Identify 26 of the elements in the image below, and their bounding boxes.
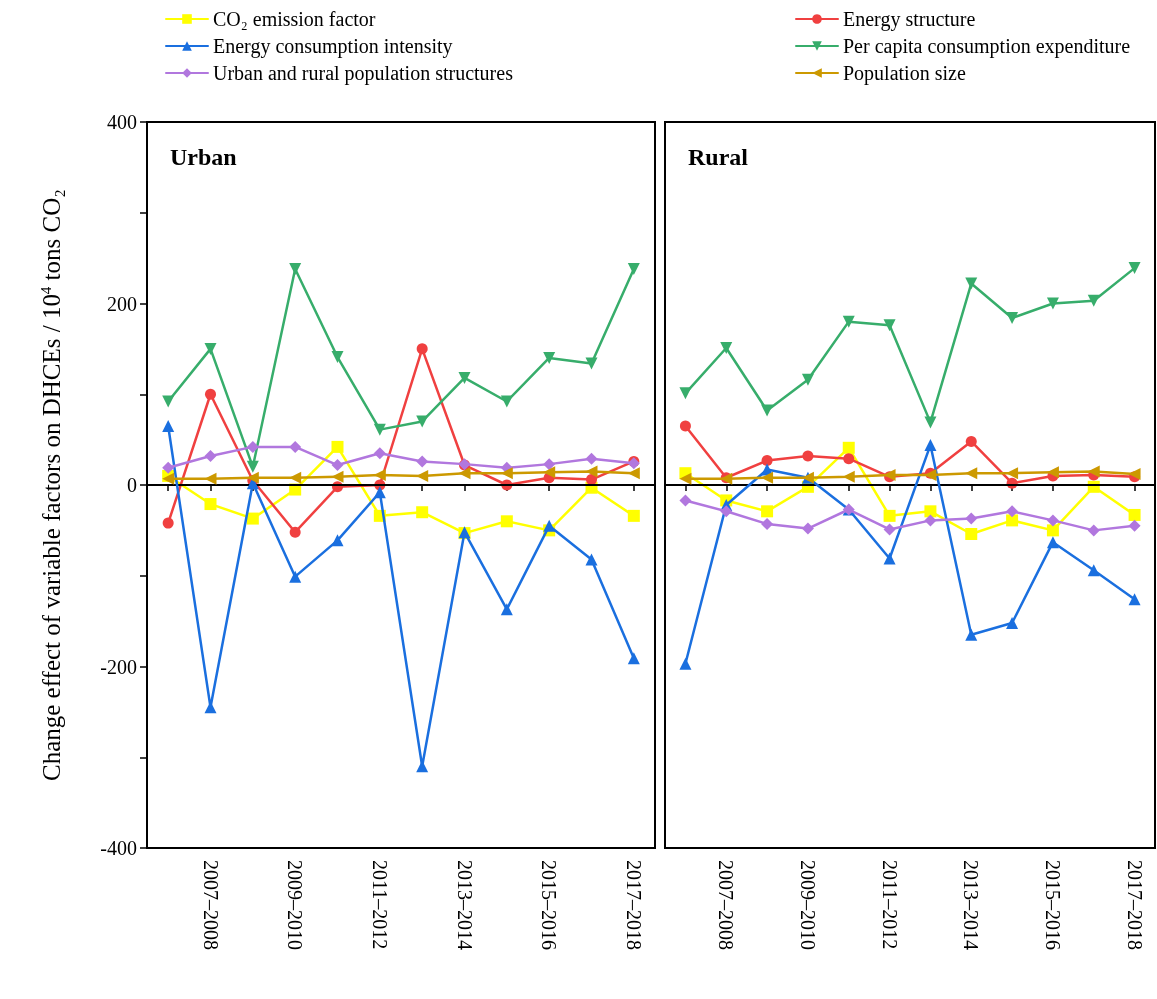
y-tick-label: -200 [100, 655, 137, 678]
y-tick-label: 0 [127, 474, 137, 496]
x-tick-label: 2007–2008 [715, 860, 738, 950]
legend-label: Per capita consumption expenditure [843, 35, 1131, 58]
legend-label: CO₂ emission factor [213, 8, 376, 30]
legend-label: Energy consumption intensity [213, 35, 453, 58]
x-tick-label: 2013–2014 [453, 860, 476, 950]
y-tick-label: -400 [100, 837, 137, 859]
y-axis-title: Change effect of variable factors on DHCEs / 104 tons CO₂ [37, 189, 65, 782]
x-tick-label: 2009–2010 [796, 860, 819, 950]
x-tick-label: 2007–2008 [199, 860, 222, 950]
x-tick-label: 2011–2012 [878, 860, 901, 950]
y-tick-label: 200 [107, 292, 137, 315]
x-tick-label: 2013–2014 [960, 860, 983, 950]
text: Urban [170, 144, 237, 170]
x-tick-label: 2017–2018 [1123, 860, 1146, 950]
x-tick-label: 2011–2012 [368, 860, 391, 950]
y-tick-label: 400 [107, 111, 137, 133]
x-tick-label: 2015–2016 [1041, 860, 1064, 950]
x-tick-label: 2009–2010 [284, 860, 307, 950]
legend-label: Energy structure [843, 8, 976, 31]
x-tick-label: 2017–2018 [622, 860, 645, 950]
x-tick-label: 2015–2016 [538, 860, 561, 950]
text: Rural [688, 144, 749, 170]
legend-label: Urban and rural population structures [213, 62, 514, 85]
legend-label: Population size [843, 62, 966, 85]
